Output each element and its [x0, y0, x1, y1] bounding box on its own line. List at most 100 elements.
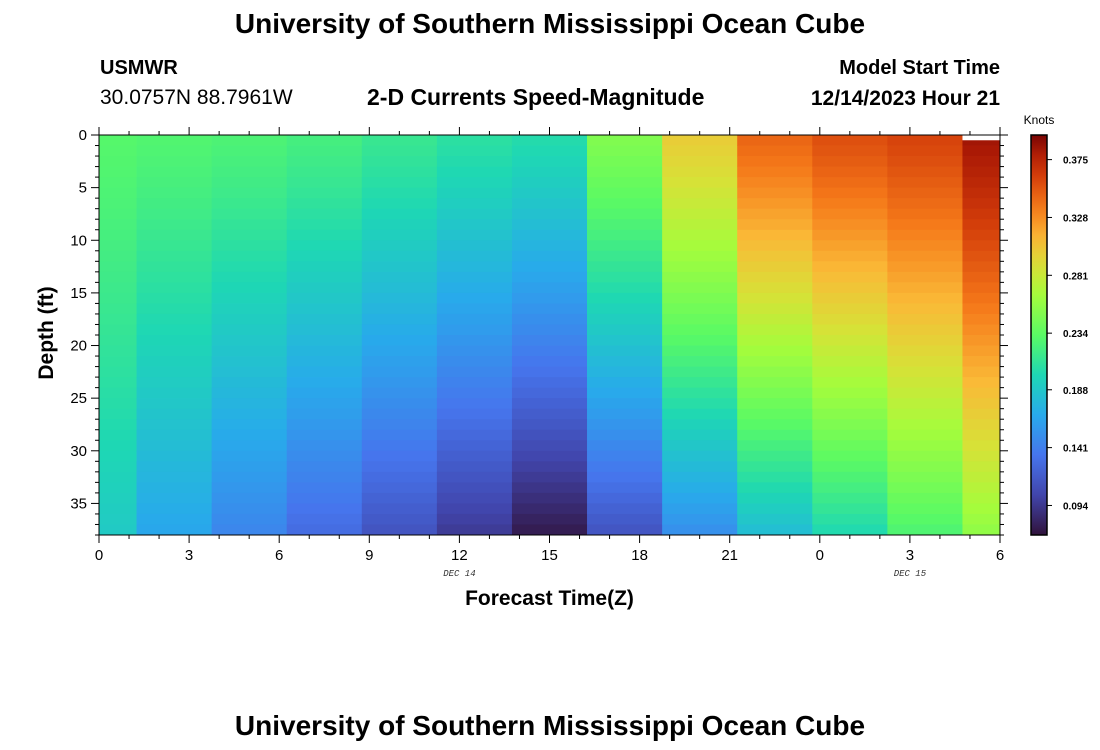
heatmap-cell	[436, 450, 513, 462]
heatmap-cell	[887, 187, 963, 199]
heatmap-cell	[887, 271, 963, 283]
heatmap-cell	[737, 524, 813, 536]
heatmap-cell	[587, 324, 663, 336]
heatmap-cell	[211, 145, 288, 157]
heatmap-cell	[887, 208, 963, 220]
heatmap-cell	[211, 398, 288, 410]
heatmap-cell	[662, 229, 738, 241]
heatmap-cell	[737, 208, 813, 220]
heatmap-cell	[662, 282, 738, 294]
heatmap-cell	[662, 271, 738, 283]
heatmap-cell	[99, 187, 137, 199]
heatmap-cell	[361, 208, 438, 220]
heatmap-cell	[99, 461, 137, 473]
heatmap-cell	[962, 377, 1001, 389]
heatmap-cell	[587, 419, 663, 431]
heatmap-cell	[587, 166, 663, 178]
heatmap-cell	[962, 261, 1001, 273]
heatmap-cell	[662, 524, 738, 536]
heatmap-cell	[812, 145, 888, 157]
heatmap-cell	[99, 271, 137, 283]
heatmap-cell	[587, 282, 663, 294]
heatmap-cell	[211, 208, 288, 220]
heatmap-cell	[136, 177, 213, 189]
heatmap-cell	[511, 208, 588, 220]
heatmap-cell	[962, 145, 1001, 157]
heatmap-cell	[99, 303, 137, 315]
heatmap-cell	[511, 187, 588, 199]
heatmap-cell	[587, 135, 663, 146]
heatmap-cell	[286, 356, 363, 367]
heatmap-cell	[99, 261, 137, 273]
heatmap-cell	[211, 303, 288, 315]
heatmap-cell	[136, 135, 213, 146]
heatmap-cell	[99, 313, 137, 325]
heatmap-cell	[737, 440, 813, 452]
x-tick-label: 18	[631, 547, 648, 564]
heatmap-cell	[962, 229, 1001, 241]
heatmap-cell	[286, 429, 363, 441]
heatmap-cell	[962, 198, 1001, 210]
heatmap-cell	[99, 524, 137, 536]
heatmap-cell	[812, 240, 888, 252]
heatmap-cell	[812, 156, 888, 167]
heatmap-cell	[286, 387, 363, 399]
heatmap-cell	[662, 292, 738, 304]
heatmap-cell	[511, 450, 588, 462]
heatmap-cell	[887, 303, 963, 315]
heatmap-cell	[361, 450, 438, 462]
heatmap-cell	[436, 240, 513, 252]
heatmap-cell	[436, 513, 513, 525]
heatmap-cell	[587, 250, 663, 262]
heatmap-cell	[887, 135, 963, 146]
heatmap-cell	[511, 356, 588, 367]
heatmap-cell	[737, 366, 813, 378]
model-start-label: Model Start Time	[839, 57, 1000, 79]
heatmap-cell	[511, 524, 588, 536]
heatmap-cell	[286, 250, 363, 262]
heatmap-cell	[962, 335, 1001, 346]
heatmap-cell	[662, 177, 738, 189]
heatmap-cell	[962, 471, 1001, 483]
heatmap-cell	[887, 345, 963, 357]
heatmap-cell	[737, 240, 813, 252]
heatmap-cell	[511, 335, 588, 346]
heatmap-cell	[662, 261, 738, 273]
heatmap-cell	[211, 229, 288, 241]
heatmap-cell	[511, 366, 588, 378]
heatmap-cell	[511, 292, 588, 304]
heatmap-cell	[136, 240, 213, 252]
heatmap-cell	[662, 250, 738, 262]
x-tick-label: 6	[996, 547, 1004, 564]
heatmap-cell	[812, 345, 888, 357]
heatmap-cell	[737, 177, 813, 189]
heatmap-cell	[211, 513, 288, 525]
heatmap-cell	[587, 335, 663, 346]
heatmap-cell	[286, 156, 363, 167]
heatmap-cell	[962, 282, 1001, 294]
heatmap-cell	[511, 240, 588, 252]
heatmap-cell	[136, 513, 213, 525]
heatmap-cell	[962, 503, 1001, 515]
heatmap-cell	[136, 429, 213, 441]
heatmap-cell	[436, 219, 513, 231]
heatmap-cell	[737, 156, 813, 167]
x-tick-label: 3	[185, 547, 193, 564]
heatmap-cell	[136, 387, 213, 399]
heatmap-cell	[99, 408, 137, 420]
heatmap-cell	[812, 135, 888, 146]
heatmap-cell	[436, 187, 513, 199]
heatmap-cell	[436, 303, 513, 315]
heatmap-cell	[887, 492, 963, 504]
heatmap-cell	[136, 419, 213, 431]
heatmap-cell	[99, 377, 137, 389]
heatmap-cell	[587, 177, 663, 189]
heatmap-cell	[812, 524, 888, 536]
heatmap-cell	[962, 187, 1001, 199]
heatmap-cell	[587, 303, 663, 315]
heatmap-cell	[662, 219, 738, 231]
heatmap-cell	[286, 461, 363, 473]
station-name: USMWR	[100, 57, 178, 79]
heatmap-cell	[662, 419, 738, 431]
